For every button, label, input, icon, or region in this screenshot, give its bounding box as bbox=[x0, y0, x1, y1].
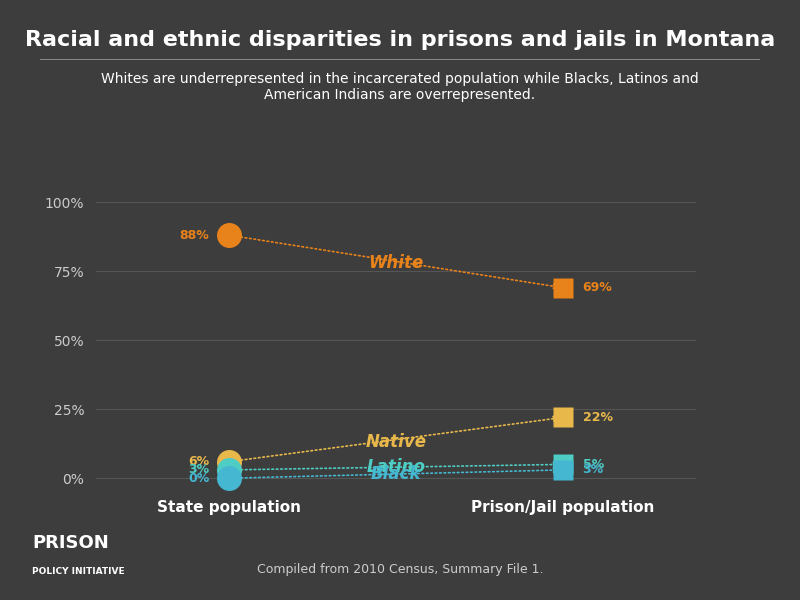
Text: PRISON: PRISON bbox=[32, 534, 109, 552]
Text: 22%: 22% bbox=[582, 411, 613, 424]
Text: Compiled from 2010 Census, Summary File 1.: Compiled from 2010 Census, Summary File … bbox=[257, 563, 543, 576]
Text: 3%: 3% bbox=[188, 463, 210, 476]
Text: Prison/Jail population: Prison/Jail population bbox=[471, 500, 654, 515]
Text: 69%: 69% bbox=[582, 281, 613, 294]
Text: Black: Black bbox=[370, 465, 422, 483]
Text: 6%: 6% bbox=[188, 455, 210, 468]
Text: 5%: 5% bbox=[582, 458, 604, 471]
Text: 3%: 3% bbox=[582, 463, 604, 476]
Text: POLICY INITIATIVE: POLICY INITIATIVE bbox=[32, 567, 125, 576]
Text: White: White bbox=[368, 254, 424, 272]
Text: State population: State population bbox=[158, 500, 302, 515]
Text: 88%: 88% bbox=[179, 229, 210, 242]
Text: Whites are underrepresented in the incarcerated population while Blacks, Latinos: Whites are underrepresented in the incar… bbox=[101, 72, 699, 102]
Text: Latino: Latino bbox=[366, 458, 426, 476]
Text: Native: Native bbox=[366, 433, 426, 451]
Text: 0%: 0% bbox=[188, 472, 210, 485]
Text: Racial and ethnic disparities in prisons and jails in Montana: Racial and ethnic disparities in prisons… bbox=[25, 30, 775, 50]
